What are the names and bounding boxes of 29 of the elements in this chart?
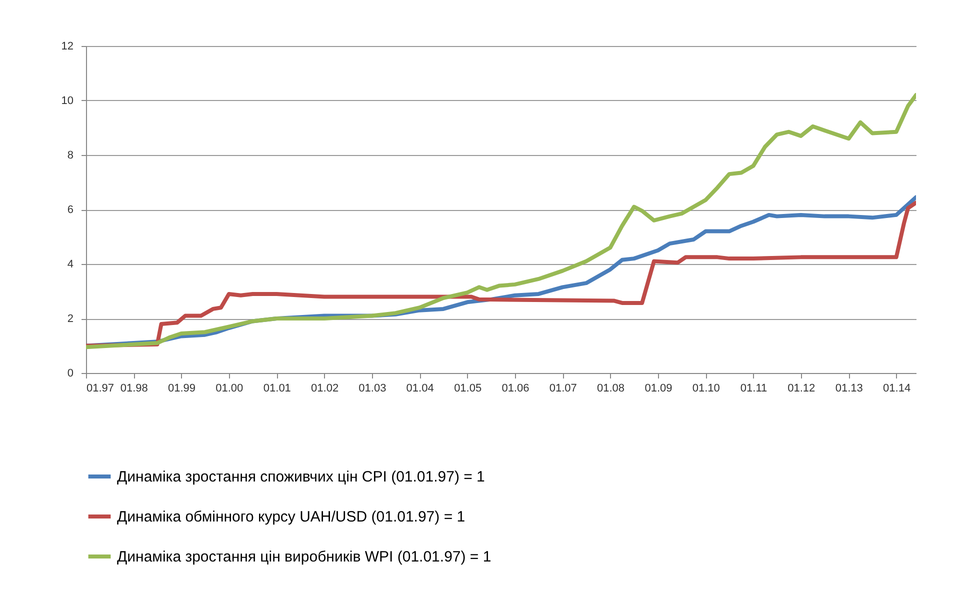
y-tick-label: 2 (67, 313, 74, 325)
x-tick-label: 01.08 (596, 382, 624, 394)
x-tick-label: 01.12 (788, 382, 816, 394)
x-tick-label: 01.11 (740, 382, 768, 394)
x-tick-label: 01.98 (120, 382, 148, 394)
line-series (86, 93, 916, 350)
legend-label: Динаміка зростання цін виробників WPI (01.01.97) = 1 (117, 548, 492, 566)
y-tick-label: 12 (61, 40, 74, 52)
x-tick-label: 01.05 (454, 382, 482, 394)
y-tick-label: 10 (61, 95, 74, 107)
x-tick-label: 01.09 (644, 382, 672, 394)
x-tick-label: 01.02 (311, 382, 339, 394)
legend-label: Динаміка зростання споживчих цін CPI (01.01.97) = 1 (117, 468, 485, 486)
x-tick-label: 01.14 (883, 382, 911, 394)
x-tick-label: 01.10 (692, 382, 720, 394)
legend-label: Динаміка обмінного курсу UAH/USD (01.01.97) = 1 (117, 508, 466, 526)
x-tick-label: 01.97 (86, 382, 114, 394)
y-tick-label: 4 (67, 258, 74, 270)
x-tick-label: 01.01 (263, 382, 291, 394)
x-tick-label: 01.03 (358, 382, 386, 394)
x-tick-label: 01.99 (168, 382, 196, 394)
y-tick-label: 0 (67, 368, 74, 380)
y-tick-label: 6 (67, 204, 74, 216)
y-tick-label: 8 (67, 150, 74, 162)
x-tick-label: 01.00 (216, 382, 244, 394)
x-tick-label: 01.06 (502, 382, 530, 394)
x-tick-label: 01.04 (406, 382, 434, 394)
x-tick-label: 01.07 (549, 382, 577, 394)
x-tick-label: 01.13 (835, 382, 863, 394)
